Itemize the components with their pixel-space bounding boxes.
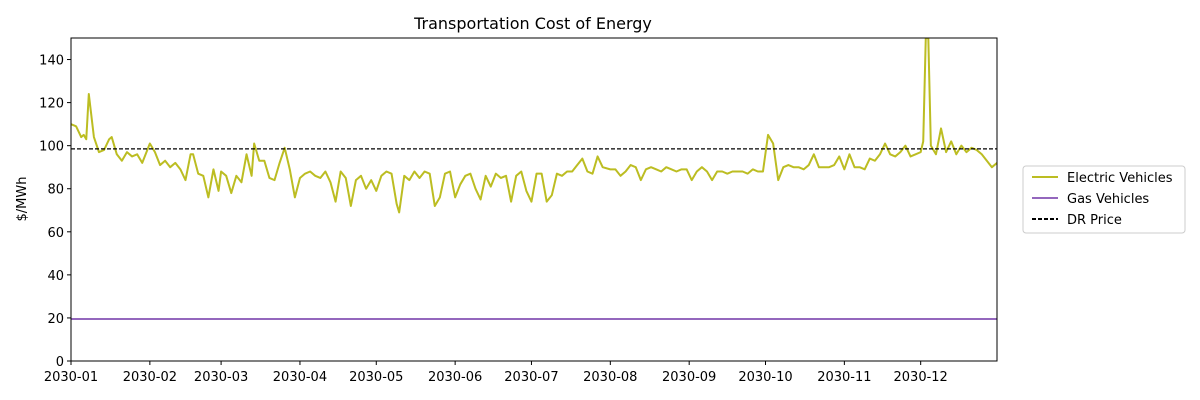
legend: Electric Vehicles Gas Vehicles DR Price bbox=[1022, 165, 1186, 234]
chart-title: Transportation Cost of Energy bbox=[413, 14, 652, 33]
x-tick-label: 2030-08 bbox=[583, 370, 637, 385]
x-tick-label: 2030-11 bbox=[817, 370, 871, 385]
plot-frame bbox=[70, 37, 998, 362]
legend-label: Gas Vehicles bbox=[1067, 192, 1149, 207]
x-tick-label: 2030-01 bbox=[44, 370, 98, 385]
x-tick-label: 2030-05 bbox=[349, 370, 403, 385]
y-tick-label: 120 bbox=[39, 97, 64, 112]
plot-area bbox=[71, 38, 997, 321]
series-line-electric-vehicles bbox=[71, 38, 997, 214]
y-tick-label: 60 bbox=[47, 226, 64, 241]
x-tick-label: 2030-02 bbox=[123, 370, 177, 385]
legend-label: DR Price bbox=[1067, 213, 1122, 228]
legend-label: Electric Vehicles bbox=[1067, 171, 1173, 186]
legend-box bbox=[1022, 165, 1186, 234]
y-tick-label: 80 bbox=[47, 183, 64, 198]
x-tick-label: 2030-07 bbox=[504, 370, 558, 385]
y-tick-label: 40 bbox=[47, 269, 64, 284]
x-tick-label: 2030-03 bbox=[194, 370, 248, 385]
y-axis-label: $/MWh bbox=[15, 177, 30, 222]
y-tick-label: 100 bbox=[39, 140, 64, 155]
x-axis: 2030-01 2030-02 2030-03 2030-04 2030-05 2030-… bbox=[44, 361, 948, 385]
x-tick-label: 2030-04 bbox=[273, 370, 327, 385]
x-tick-label: 2030-12 bbox=[894, 370, 948, 385]
x-tick-label: 2030-09 bbox=[662, 370, 716, 385]
y-tick-label: 0 bbox=[56, 355, 64, 370]
y-tick-label: 140 bbox=[39, 54, 64, 69]
x-tick-label: 2030-10 bbox=[738, 370, 792, 385]
y-tick-label: 20 bbox=[47, 312, 64, 327]
x-tick-label: 2030-06 bbox=[428, 370, 482, 385]
y-axis: 0 20 40 60 80 100 120 140 bbox=[39, 54, 71, 370]
